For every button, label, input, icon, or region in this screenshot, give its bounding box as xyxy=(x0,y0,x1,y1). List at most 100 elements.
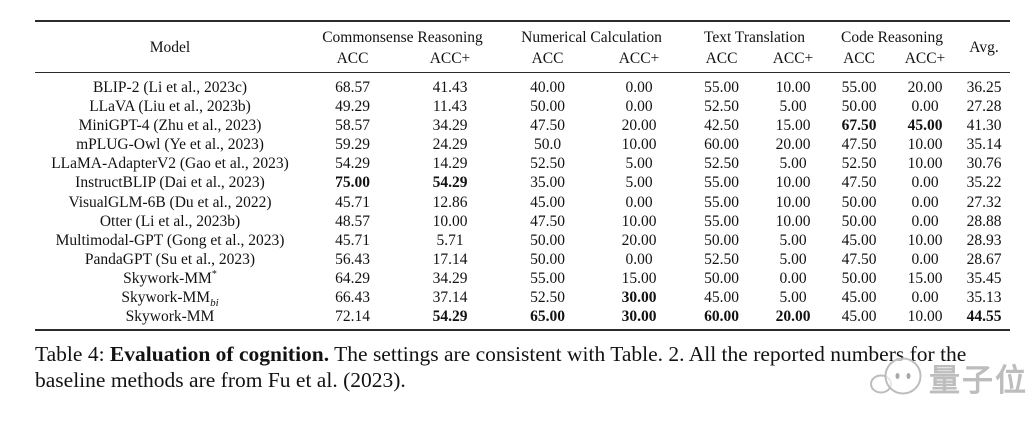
score-cell: 55.00 xyxy=(704,212,739,230)
score-cell: 5.00 xyxy=(779,231,807,249)
score-cell: 20.00 xyxy=(621,231,657,249)
score-cell: 0.00 xyxy=(911,193,939,211)
score-cell: 52.50 xyxy=(704,98,739,116)
model-name: Skywork-MM* xyxy=(123,268,217,287)
column-header-avg: Avg. xyxy=(969,38,999,56)
score-cell: 11.43 xyxy=(432,98,468,116)
model-name: PandaGPT (Su et al., 2023) xyxy=(84,250,256,268)
score-cell: 50.00 xyxy=(530,231,565,249)
model-name: InstructBLIP (Dai et al., 2023) xyxy=(75,174,265,192)
score-cell: 54.29 xyxy=(432,308,468,326)
score-cell: 15.00 xyxy=(775,117,811,135)
score-cell: 15.00 xyxy=(907,269,943,287)
column-header-acc: ACC xyxy=(705,50,738,67)
score-cell: 60.00 xyxy=(704,136,739,154)
score-cell: 5.00 xyxy=(625,155,653,173)
table-row: BLIP-2 (Li et al., 2023c) 68.57 41.43 40.00… xyxy=(35,73,1010,98)
score-cell: 37.14 xyxy=(432,289,468,307)
column-header-accplus: ACC+ xyxy=(772,50,814,67)
score-cell: 35.22 xyxy=(966,174,1002,192)
column-header-acc: ACC xyxy=(336,50,369,67)
column-header-acc: ACC xyxy=(843,50,875,67)
score-cell: 47.50 xyxy=(530,117,565,135)
score-cell: 14.29 xyxy=(432,155,468,173)
score-cell: 65.00 xyxy=(530,308,565,326)
score-cell: 59.29 xyxy=(335,136,370,154)
score-cell: 55.00 xyxy=(704,174,739,192)
table-row: VisualGLM-6B (Du et al., 2022) 45.71 12.86… xyxy=(35,193,1010,212)
table-row: Otter (Li et al., 2023b) 48.57 10.00 47.50 1… xyxy=(35,212,1010,231)
score-cell: 5.00 xyxy=(625,174,653,192)
score-cell: 30.00 xyxy=(621,308,657,326)
score-cell: 55.00 xyxy=(530,269,565,287)
table-row: LLaVA (Liu et al., 2023b) 49.29 11.43 50.00… xyxy=(35,97,1010,116)
evaluation-table: Model Commonsense Reasoning Numerical Ca… xyxy=(35,20,1010,332)
group-header-row: Model Commonsense Reasoning Numerical Ca… xyxy=(35,21,1010,56)
score-cell: 10.00 xyxy=(907,155,943,173)
score-cell: 52.50 xyxy=(530,289,565,307)
score-cell: 10.00 xyxy=(775,174,811,192)
score-cell: 20.00 xyxy=(907,79,943,96)
score-cell: 52.50 xyxy=(704,155,739,173)
score-cell: 68.57 xyxy=(335,79,370,96)
score-cell: 45.00 xyxy=(841,231,877,249)
score-cell: 20.00 xyxy=(621,117,657,135)
score-cell: 50.00 xyxy=(841,98,877,116)
score-cell: 55.00 xyxy=(704,79,739,96)
score-cell: 60.00 xyxy=(704,308,739,326)
model-name: Skywork-MMbi xyxy=(121,289,219,308)
table-caption: Table 4: Evaluation of cognition. The se… xyxy=(35,341,1017,393)
score-cell: 55.00 xyxy=(841,79,877,96)
score-cell: 66.43 xyxy=(335,289,370,307)
column-header-accplus: ACC+ xyxy=(904,50,946,67)
model-name: Multimodal-GPT (Gong et al., 2023) xyxy=(55,231,285,249)
score-cell: 30.00 xyxy=(621,289,657,307)
score-cell: 41.43 xyxy=(432,79,468,96)
score-cell: 52.50 xyxy=(704,250,739,268)
score-cell: 52.50 xyxy=(841,155,877,173)
score-cell: 35.13 xyxy=(966,289,1002,307)
score-cell: 35.00 xyxy=(530,174,565,192)
model-name: Skywork-MM xyxy=(125,308,215,326)
score-cell: 55.00 xyxy=(704,193,739,211)
score-cell: 10.00 xyxy=(775,193,811,211)
score-cell: 47.50 xyxy=(841,174,877,192)
table-row: PandaGPT (Su et al., 2023) 56.43 17.14 50.0… xyxy=(35,250,1010,269)
column-group-code-reasoning: Code Reasoning xyxy=(840,29,944,46)
score-cell: 45.00 xyxy=(704,289,739,307)
caption-label: Table 4: xyxy=(35,342,105,366)
results-table: Model Commonsense Reasoning Numerical Ca… xyxy=(35,20,1010,332)
table-row: Skywork-MM* 64.29 34.29 55.00 15.00 50.00 0.00… xyxy=(35,269,1010,288)
caption-text: The settings are consistent with Table. … xyxy=(35,342,967,392)
score-cell: 47.50 xyxy=(841,250,877,268)
score-cell: 45.00 xyxy=(530,193,565,211)
table-row: Skywork-MM 72.14 54.29 65.00 30.00 60.00 20.00… xyxy=(35,307,1010,330)
model-name: Otter (Li et al., 2023b) xyxy=(99,212,241,230)
score-cell: 10.00 xyxy=(907,308,943,326)
model-name: VisualGLM-6B (Du et al., 2022) xyxy=(68,193,272,211)
score-cell: 52.50 xyxy=(530,155,565,173)
score-cell: 45.71 xyxy=(335,231,370,249)
score-cell: 54.29 xyxy=(335,155,370,173)
score-cell: 40.00 xyxy=(530,79,565,96)
score-cell: 27.28 xyxy=(966,98,1002,116)
score-cell: 50.00 xyxy=(530,98,565,116)
column-header-model: Model xyxy=(149,38,191,56)
table-row: mPLUG-Owl (Ye et al., 2023) 59.29 24.29 50.… xyxy=(35,135,1010,154)
score-cell: 47.50 xyxy=(841,136,877,154)
score-cell: 10.00 xyxy=(621,136,657,154)
model-name: BLIP-2 (Li et al., 2023c) xyxy=(92,79,248,96)
column-group-text-translation: Text Translation xyxy=(704,29,805,46)
table-row: MiniGPT-4 (Zhu et al., 2023) 58.57 34.29 47… xyxy=(35,116,1010,135)
score-cell: 20.00 xyxy=(775,136,811,154)
score-cell: 44.55 xyxy=(966,308,1002,326)
score-cell: 5.00 xyxy=(779,155,807,173)
score-cell: 5.00 xyxy=(779,250,807,268)
score-cell: 54.29 xyxy=(432,174,468,192)
score-cell: 0.00 xyxy=(911,289,939,307)
table-row: Skywork-MMbi 66.43 37.14 52.50 30.00 45.00 5.0… xyxy=(35,288,1010,307)
table-row: Multimodal-GPT (Gong et al., 2023) 45.71 5… xyxy=(35,231,1010,250)
score-cell: 5.71 xyxy=(436,231,464,249)
score-cell: 50.00 xyxy=(530,250,565,268)
column-group-numerical-calculation: Numerical Calculation xyxy=(521,29,662,46)
